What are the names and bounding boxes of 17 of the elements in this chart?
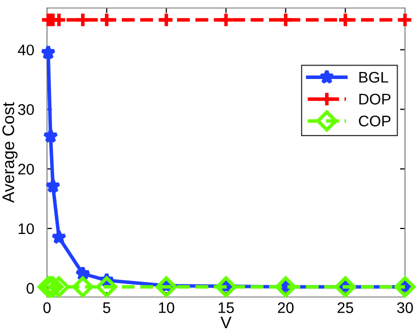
legend-label: DOP bbox=[359, 94, 390, 105]
y-axis-title: Average Cost bbox=[2, 102, 18, 203]
x-axis-title: V bbox=[220, 316, 232, 328]
x-tick-label: 15 bbox=[218, 302, 234, 314]
y-tick-label: 30 bbox=[18, 104, 34, 115]
legend-label: COP bbox=[358, 116, 390, 126]
y-tick-label: 10 bbox=[18, 223, 34, 234]
x-tick-label: 25 bbox=[338, 302, 354, 314]
y-tick-label: 40 bbox=[18, 44, 34, 56]
x-tick-label: 30 bbox=[397, 302, 413, 314]
y-tick-label: 20 bbox=[18, 164, 34, 175]
x-tick-label: 20 bbox=[278, 302, 294, 314]
x-tick-label: 0 bbox=[43, 302, 51, 314]
x-tick-label: 5 bbox=[103, 302, 110, 314]
x-tick-label: 10 bbox=[159, 302, 174, 314]
legend-label: BGL bbox=[359, 72, 388, 83]
y-tick-label: 0 bbox=[26, 282, 34, 294]
